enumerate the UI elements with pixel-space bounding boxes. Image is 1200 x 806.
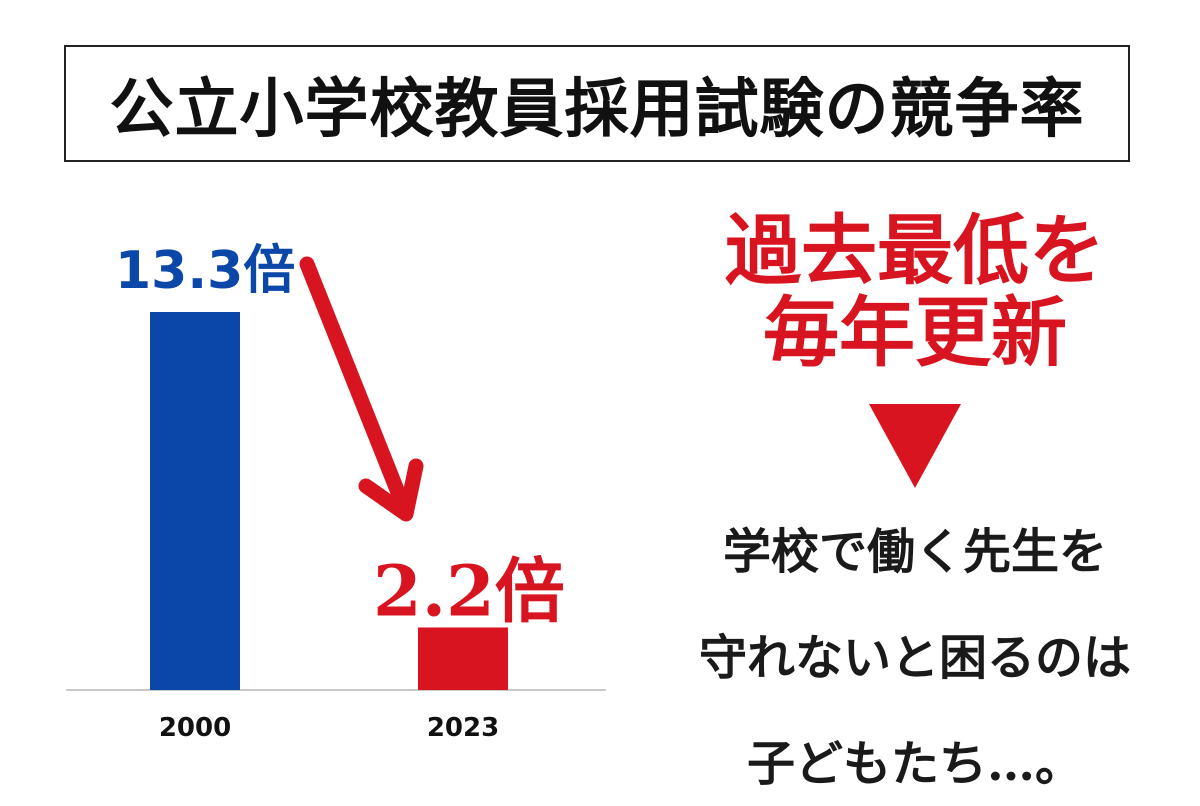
bar-2000	[150, 312, 240, 690]
x-tick-label-2000: 2000	[159, 713, 231, 743]
message-line-2: 守れないと困るのは	[698, 630, 1131, 686]
down-triangle-icon	[869, 404, 961, 488]
message-line-1: 学校で働く先生を	[722, 524, 1107, 580]
headline-line-1: 過去最低を	[725, 206, 1105, 295]
x-tick-label-2023: 2023	[427, 713, 499, 743]
callout-panel: 過去最低を 毎年更新 学校で働く先生を 守れないと困るのは 子どもたち…。	[690, 206, 1140, 793]
decline-arrow-head-icon	[358, 458, 424, 522]
data-label-2023: 2.2倍	[373, 549, 565, 632]
headline-line-2: 毎年更新	[763, 288, 1067, 377]
message-line-3: 子どもたち…。	[746, 736, 1083, 792]
bar-2023	[418, 627, 508, 690]
page-title: 公立小学校教員採用試験の競争率	[109, 71, 1085, 147]
bar-chart: 2000 13.3倍 2023 2.2倍	[66, 241, 606, 743]
title-box: 公立小学校教員採用試験の競争率	[64, 45, 1130, 162]
data-label-2000: 13.3倍	[115, 241, 295, 301]
decline-arrow-shaft	[299, 256, 411, 513]
